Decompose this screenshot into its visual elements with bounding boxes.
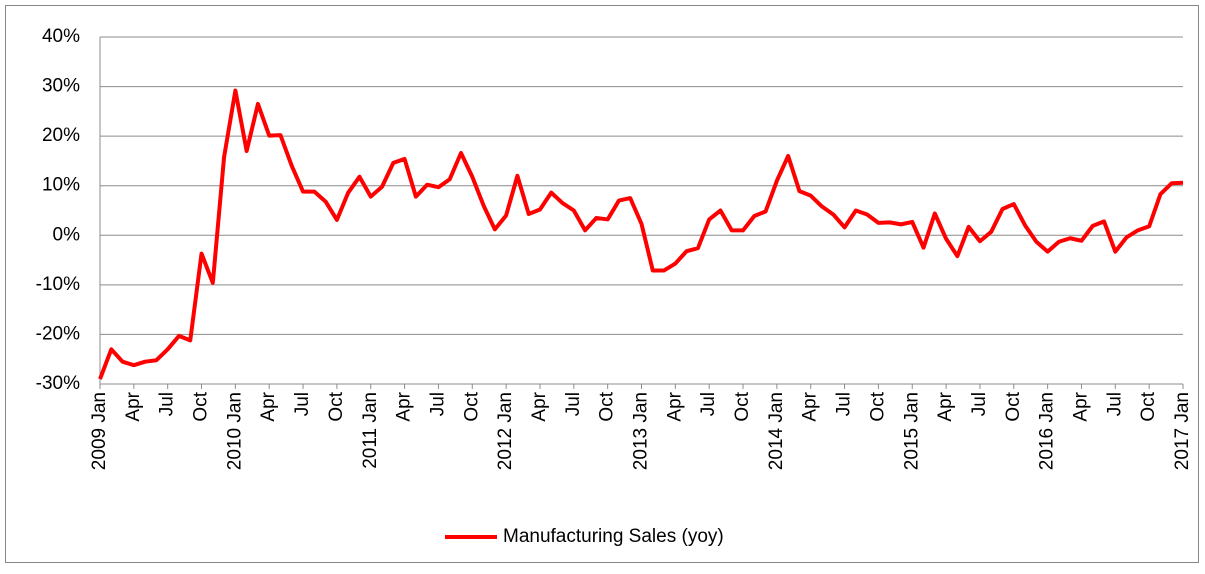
x-tick-label: 2013 Jan xyxy=(631,392,652,470)
y-tick-label: 0% xyxy=(53,224,81,245)
y-tick-label: 10% xyxy=(42,175,80,196)
legend-label: Manufacturing Sales (yoy) xyxy=(503,526,724,547)
y-tick-label: -10% xyxy=(36,274,80,295)
x-tick-label: Apr xyxy=(123,391,144,421)
x-tick-label: Apr xyxy=(935,391,956,421)
x-tick-label: 2010 Jan xyxy=(224,392,245,470)
x-tick-label: Oct xyxy=(732,391,753,421)
y-tick-label: -30% xyxy=(36,373,80,394)
x-tick-label: Jul xyxy=(834,392,855,416)
x-tick-label: 2009 Jan xyxy=(89,392,110,470)
x-tick-label: Jul xyxy=(157,392,178,416)
x-tick-label: Oct xyxy=(867,391,888,421)
x-tick-label: Jul xyxy=(1104,392,1125,416)
y-tick-label: 20% xyxy=(42,125,80,146)
x-tick-label: Jul xyxy=(563,392,584,416)
x-tick-label: Jul xyxy=(427,392,448,416)
y-tick-label: -20% xyxy=(36,323,80,344)
x-tick-label: Jul xyxy=(292,392,313,416)
x-tick-label: Oct xyxy=(1003,391,1024,421)
x-tick-label: Oct xyxy=(461,391,482,421)
x-tick-label: 2014 Jan xyxy=(766,392,787,470)
x-tick-label: 2016 Jan xyxy=(1037,392,1058,470)
x-tick-label: Oct xyxy=(597,391,618,421)
x-tick-label: Jul xyxy=(698,392,719,416)
x-tick-label: 2012 Jan xyxy=(495,392,516,470)
data-line xyxy=(98,88,1184,380)
x-tick-label: Apr xyxy=(1070,391,1091,421)
chart-border xyxy=(5,5,1199,563)
y-tick-label: 30% xyxy=(42,76,80,97)
x-tick-label: 2015 Jan xyxy=(901,392,922,470)
x-tick-label: Apr xyxy=(664,391,685,421)
x-tick-label: Jul xyxy=(969,392,990,416)
y-tick-label: 40% xyxy=(42,26,80,47)
x-tick-label: Apr xyxy=(800,391,821,421)
x-tick-label: 2017 Jan xyxy=(1172,392,1193,470)
x-tick-label: Oct xyxy=(191,391,212,421)
x-tick-label: Apr xyxy=(394,391,415,421)
x-tick-label: Apr xyxy=(258,391,279,421)
x-tick-label: 2011 Jan xyxy=(360,392,381,469)
x-tick-label: Oct xyxy=(1138,391,1159,421)
x-tick-label: Oct xyxy=(326,391,347,421)
x-tick-label: Apr xyxy=(529,391,550,421)
